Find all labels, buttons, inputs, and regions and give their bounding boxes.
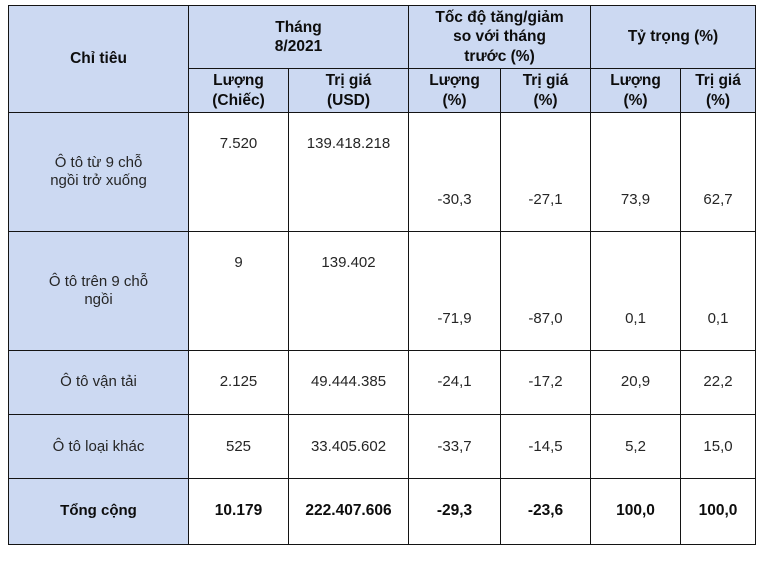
header-row-groups: Chỉ tiêu Tháng 8/2021 Tốc độ tăng/giảm s… bbox=[8, 4, 757, 113]
table-header: Chỉ tiêu Tháng 8/2021 Tốc độ tăng/giảm s… bbox=[8, 4, 757, 113]
cell-0-luong-chiec: 7.520 bbox=[188, 111, 289, 232]
header-group-thang: Tháng 8/2021 bbox=[187, 4, 410, 70]
cell-2-luong-chiec: 2.125 bbox=[188, 350, 289, 416]
subheader-luong-chiec: Lượng (Chiếc) bbox=[188, 68, 289, 113]
subheader-tri-gia-usd: Trị giá (USD) bbox=[287, 68, 410, 113]
subheader-ty-trong-luong-line1: Lượng bbox=[610, 72, 661, 90]
subheader-luong-chiec-line2: (Chiếc) bbox=[212, 91, 265, 109]
row-label-0-line1: Ô tô từ 9 chỗ bbox=[54, 153, 143, 171]
stats-table-container: Chỉ tiêu Tháng 8/2021 Tốc độ tăng/giảm s… bbox=[8, 4, 757, 545]
table-row: Ô tô loại khác 525 33.405.602 -33,7 -14,… bbox=[8, 414, 757, 480]
subheader-toc-do-tri-gia-line2: (%) bbox=[533, 91, 558, 109]
import-statistics-table: Chỉ tiêu Tháng 8/2021 Tốc độ tăng/giảm s… bbox=[8, 4, 757, 545]
cell-total-tri-gia-usd: 222.407.606 bbox=[287, 478, 410, 545]
table-body: Ô tô từ 9 chỗ ngồi trở xuống 7.520 139.4… bbox=[8, 111, 757, 545]
subheader-toc-do-luong: Lượng (%) bbox=[408, 68, 502, 113]
header-group-thang-line1: Tháng bbox=[275, 18, 322, 36]
cell-3-ty-trong-tri-gia: 15,0 bbox=[680, 414, 757, 480]
row-label-1-line2: ngồi bbox=[84, 291, 113, 309]
subheader-toc-do-luong-line1: Lượng bbox=[429, 72, 480, 90]
header-chi-tieu: Chỉ tiêu bbox=[8, 5, 189, 113]
cell-3-ty-trong-luong: 5,2 bbox=[590, 414, 682, 480]
header-group-ty-trong-line1: Tỷ trọng (%) bbox=[627, 28, 719, 46]
cell-total-luong-chiec: 10.179 bbox=[188, 478, 289, 545]
subheader-toc-do-tri-gia: Trị giá (%) bbox=[500, 68, 592, 113]
cell-total-toc-do-tri-gia: -23,6 bbox=[500, 478, 592, 545]
cell-2-ty-trong-tri-gia: 22,2 bbox=[680, 350, 757, 416]
row-label-0-line2: ngồi trở xuống bbox=[50, 171, 147, 189]
header-group-ty-trong: Tỷ trọng (%) bbox=[590, 4, 757, 70]
subheader-tri-gia-usd-line1: Trị giá bbox=[325, 72, 372, 90]
row-label-1: Ô tô trên 9 chỗ ngồi bbox=[8, 230, 189, 352]
subheader-luong-chiec-line1: Lượng bbox=[213, 72, 264, 90]
row-label-0: Ô tô từ 9 chỗ ngồi trở xuống bbox=[8, 111, 189, 232]
header-group-thang-line2: 8/2021 bbox=[274, 38, 323, 56]
table-row: Ô tô trên 9 chỗ ngồi 9 139.402 -71,9 -87… bbox=[8, 230, 757, 352]
cell-3-tri-gia-usd: 33.405.602 bbox=[287, 414, 410, 480]
cell-0-toc-do-luong: -30,3 bbox=[408, 111, 502, 232]
header-group-toc-do: Tốc độ tăng/giảm so với tháng trước (%) bbox=[408, 4, 592, 70]
cell-0-ty-trong-luong: 73,9 bbox=[590, 111, 682, 232]
row-label-total: Tổng cộng bbox=[8, 478, 189, 545]
cell-0-ty-trong-tri-gia: 62,7 bbox=[680, 111, 757, 232]
cell-1-toc-do-luong: -71,9 bbox=[408, 230, 502, 352]
subheader-ty-trong-tri-gia: Trị giá (%) bbox=[680, 68, 757, 113]
cell-total-ty-trong-tri-gia: 100,0 bbox=[680, 478, 757, 545]
cell-3-toc-do-luong: -33,7 bbox=[408, 414, 502, 480]
cell-1-ty-trong-tri-gia: 0,1 bbox=[680, 230, 757, 352]
cell-1-luong-chiec: 9 bbox=[188, 230, 289, 352]
subheader-ty-trong-tri-gia-line2: (%) bbox=[705, 91, 731, 109]
subheader-tri-gia-usd-line2: (USD) bbox=[326, 91, 371, 109]
header-row-subheaders: Lượng (Chiếc) Trị giá (USD) Lượng (%) Tr… bbox=[9, 68, 757, 113]
cell-1-ty-trong-luong: 0,1 bbox=[590, 230, 682, 352]
cell-2-toc-do-luong: -24,1 bbox=[408, 350, 502, 416]
table-row: Ô tô vận tải 2.125 49.444.385 -24,1 -17,… bbox=[8, 350, 757, 416]
cell-1-toc-do-tri-gia: -87,0 bbox=[500, 230, 592, 352]
cell-1-tri-gia-usd: 139.402 bbox=[287, 230, 410, 352]
subheader-ty-trong-luong: Lượng (%) bbox=[590, 68, 682, 113]
subheader-toc-do-luong-line2: (%) bbox=[442, 91, 467, 109]
subheader-ty-trong-luong-line2: (%) bbox=[623, 91, 648, 109]
cell-total-toc-do-luong: -29,3 bbox=[408, 478, 502, 545]
header-group-toc-do-line1: Tốc độ tăng/giảm bbox=[435, 9, 564, 26]
cell-0-tri-gia-usd: 139.418.218 bbox=[287, 111, 410, 232]
cell-0-toc-do-tri-gia: -27,1 bbox=[500, 111, 592, 232]
cell-2-ty-trong-luong: 20,9 bbox=[590, 350, 682, 416]
cell-3-luong-chiec: 525 bbox=[188, 414, 289, 480]
row-label-2: Ô tô vận tải bbox=[8, 350, 189, 416]
cell-3-toc-do-tri-gia: -14,5 bbox=[500, 414, 592, 480]
cell-2-tri-gia-usd: 49.444.385 bbox=[287, 350, 410, 416]
row-label-1-line1: Ô tô trên 9 chỗ bbox=[48, 272, 149, 290]
subheader-toc-do-tri-gia-line1: Trị giá bbox=[522, 72, 569, 90]
subheader-ty-trong-tri-gia-line1: Trị giá bbox=[695, 72, 741, 90]
cell-total-ty-trong-luong: 100,0 bbox=[590, 478, 682, 545]
table-row-total: Tổng cộng 10.179 222.407.606 -29,3 -23,6… bbox=[8, 478, 757, 545]
row-label-3: Ô tô loại khác bbox=[8, 414, 189, 480]
cell-2-toc-do-tri-gia: -17,2 bbox=[500, 350, 592, 416]
header-group-toc-do-line3: trước (%) bbox=[464, 47, 535, 65]
table-row: Ô tô từ 9 chỗ ngồi trở xuống 7.520 139.4… bbox=[8, 111, 757, 232]
header-group-toc-do-line2: so với tháng bbox=[453, 28, 546, 46]
